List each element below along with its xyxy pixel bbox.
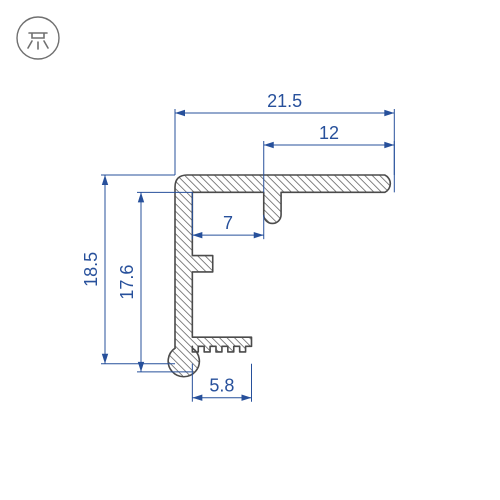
dim-label-inner-width: 7 — [223, 213, 233, 233]
dimension-lines — [102, 110, 395, 401]
profile-outline-outer — [168, 175, 390, 377]
dim-label-top-right: 12 — [319, 123, 339, 143]
dim-label-outer-height: 18.5 — [81, 252, 101, 287]
dim-label-bottom-width: 5.8 — [209, 376, 234, 396]
dim-label-inner-height: 17.6 — [117, 265, 137, 300]
profile-dimension-drawing: 21.5 12 7 18.5 17.6 5.8 — [0, 0, 500, 500]
dim-label-top-width: 21.5 — [267, 91, 302, 111]
hatch-fill — [135, 0, 434, 500]
downlight-icon — [17, 17, 59, 59]
extension-lines — [101, 109, 394, 402]
